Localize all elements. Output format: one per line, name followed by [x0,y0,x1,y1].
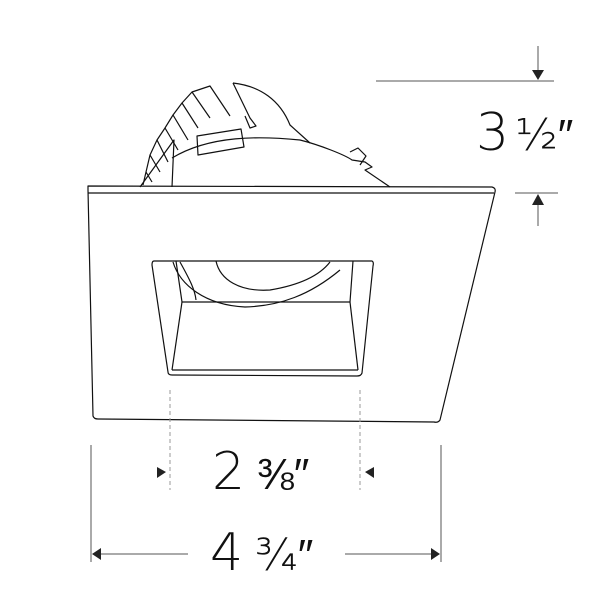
arrow-right-icon [157,467,166,478]
housing-body [139,128,391,188]
arrow-left-icon [365,467,374,478]
trim-width-label: 4 ¾″ [210,523,313,583]
arrow-left-icon [92,548,101,560]
heat-sink-fins [142,82,311,186]
square-trim-outline [87,185,496,423]
arrow-right-icon [431,548,440,560]
trim-width-dimension: 4 ¾″ [90,445,442,583]
arrow-up-icon [532,194,544,205]
aperture-width-dimension: 2 ⅜″ [157,390,374,502]
height-dimension: 3 ½″ [376,46,573,226]
height-label: 3 ½″ [476,103,573,163]
square-aperture [151,260,374,377]
lamp-gimbal [172,260,341,308]
arrow-down-icon [532,70,544,80]
aperture-width-label: 2 ⅜″ [212,442,309,502]
